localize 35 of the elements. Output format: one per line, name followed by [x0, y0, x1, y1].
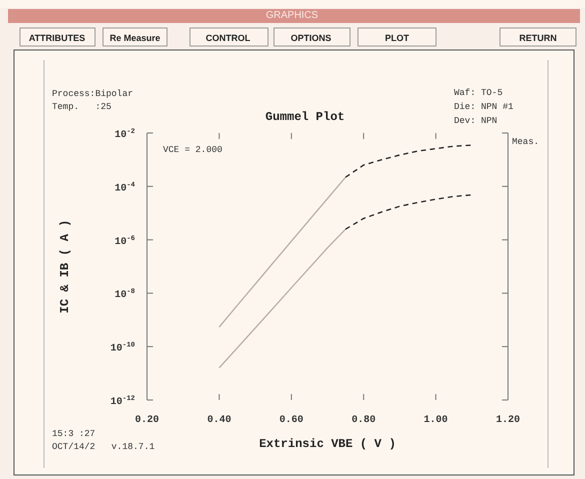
line-series	[344, 144, 473, 178]
line-series	[218, 228, 346, 368]
text: Temp. :25	[52, 102, 112, 112]
x-tick-label: 0.80	[352, 415, 376, 426]
text: Dev: NPN	[454, 116, 498, 126]
x-tick-label: 0.20	[134, 415, 160, 426]
y-tick-label: 10$^{-4}$	[114, 181, 135, 194]
x-tick-label: 0.60	[279, 415, 304, 426]
text: Re Measure	[110, 33, 160, 43]
y-tick-label: 10$^{-8}$	[114, 288, 135, 302]
x-tick-label: 1.20	[496, 415, 520, 426]
text: RETURN	[519, 33, 557, 43]
text: Waf: TO-5	[454, 88, 503, 98]
chart-title: Gummel Plot	[265, 110, 345, 124]
y-tick-label: 10$^{-6}$	[114, 234, 135, 248]
y-tick-label: 10$^{-10}$	[110, 342, 135, 355]
x-axis-title: Extrinsic VBE ( V )	[259, 437, 396, 451]
line-series	[218, 176, 346, 328]
text: Die: NPN #1	[454, 102, 514, 112]
y-tick-label: 10$^{-12}$	[110, 395, 135, 408]
text: Process:Bipolar	[52, 89, 134, 99]
x-tick-label: 0.40	[207, 415, 232, 426]
y-tick-label: 10$^{-2}$	[114, 128, 135, 141]
line-series	[344, 194, 473, 230]
text: ATTRIBUTES	[28, 33, 86, 43]
text: CONTROL	[206, 33, 251, 43]
y-axis-title: IC & IB ( A )	[58, 220, 72, 314]
text: OPTIONS	[290, 33, 332, 43]
x-tick-label: 1.00	[424, 415, 448, 426]
text: OCT/14/2 v.18.7.1	[52, 442, 155, 452]
text: Meas.	[512, 137, 540, 147]
text: GRAPHICS	[266, 10, 318, 21]
text: PLOT	[385, 33, 410, 43]
annotation: VCE = 2.000	[163, 145, 222, 155]
text: 15:3 :27	[52, 429, 96, 439]
